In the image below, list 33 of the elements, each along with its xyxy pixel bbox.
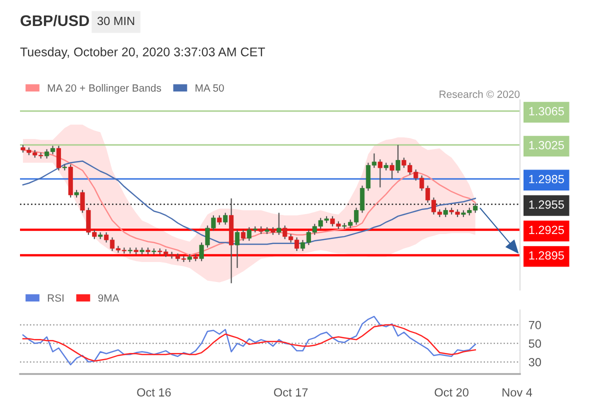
candlestick — [276, 212, 282, 236]
y-tick-label: 30 — [528, 358, 542, 366]
legend-label: RSI — [48, 294, 64, 302]
text: Research © 2020 — [440, 90, 520, 98]
x-tick-label: Oct 16 — [137, 388, 171, 397]
legend-label: 9MA — [98, 294, 120, 302]
y-tick-label: 1.3025 — [529, 140, 564, 150]
x-tick-label: Nov 4 — [502, 388, 532, 397]
text: Tuesday, October 20, 2020 3:37:03 AM CET — [20, 47, 265, 59]
candlestick — [378, 158, 382, 188]
candlestick — [443, 207, 448, 218]
candlestick — [56, 145, 61, 171]
y-tick-label: 1.2895 — [529, 251, 564, 260]
y-tick-label: 1.2925 — [529, 226, 564, 234]
candlestick — [223, 212, 228, 226]
y-tick-label: 50 — [528, 339, 542, 348]
y-tick-label: 1.2985 — [529, 174, 564, 184]
chart-subtitle: 30 MIN — [97, 16, 134, 26]
x-tick-label: Oct 20 — [434, 388, 468, 397]
legend-label: MA 50 — [196, 84, 224, 92]
candlestick — [396, 144, 400, 174]
legend-label: MA 20 + Bollinger Bands — [48, 84, 162, 94]
line-series — [22, 324, 476, 362]
x-tick-label: Oct 17 — [274, 388, 308, 397]
candlestick — [234, 229, 240, 268]
y-tick-label: 1.3065 — [529, 107, 564, 116]
y-tick-label: 70 — [528, 320, 542, 330]
chart-title: GBP/USD — [20, 14, 89, 26]
y-tick-label: 1.2955 — [529, 200, 564, 209]
candlestick — [390, 162, 394, 180]
line-series — [22, 316, 476, 366]
candlestick — [240, 229, 246, 242]
candlestick — [217, 214, 222, 226]
